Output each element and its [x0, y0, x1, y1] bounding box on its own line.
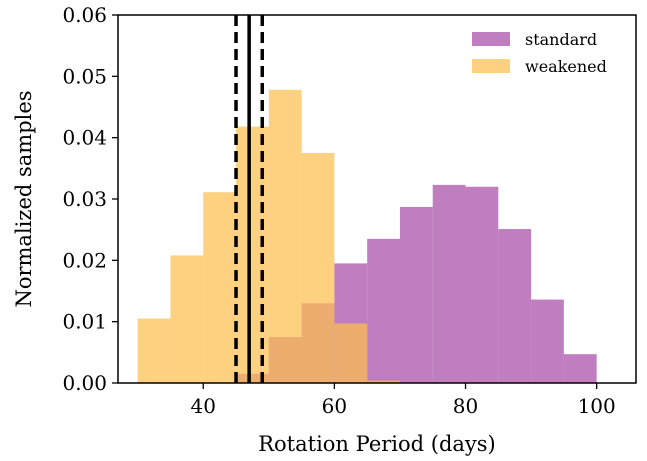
- bar-weakened-7: [367, 380, 400, 383]
- bar-weakened-2: [203, 192, 237, 383]
- legend-label-standard: standard: [525, 30, 597, 49]
- y-tick-label-0: 0.00: [62, 371, 107, 395]
- y-tick-label-4: 0.04: [62, 126, 107, 150]
- x-axis-label: Rotation Period (days): [258, 432, 496, 456]
- bar-weakened-5: [301, 153, 335, 383]
- y-axis-label: Normalized samples: [12, 90, 36, 307]
- bar-weakened-1: [170, 255, 204, 383]
- y-tick-label-6: 0.06: [62, 3, 107, 27]
- x-axis: 40 60 80 100: [191, 383, 616, 418]
- bar-weakened-4: [268, 89, 302, 384]
- x-tick-label-2: 80: [453, 394, 478, 418]
- bar-standard-8: [498, 229, 532, 383]
- legend-label-weakened: weakened: [525, 57, 607, 76]
- legend-swatch-standard: [472, 32, 510, 46]
- y-axis: 0.00 0.01 0.02 0.03 0.04 0.05 0.06: [62, 3, 118, 395]
- bar-standard-9: [531, 299, 564, 383]
- x-tick-label-1: 60: [322, 394, 347, 418]
- x-tick-label-0: 40: [191, 394, 216, 418]
- bars-layer: [137, 89, 597, 384]
- y-tick-label-2: 0.02: [62, 248, 107, 272]
- bar-weakened-6: [334, 323, 368, 383]
- bar-standard-4: [367, 238, 400, 383]
- bar-standard-7: [465, 186, 499, 383]
- bar-standard-5: [399, 206, 433, 383]
- legend: standard weakened: [472, 30, 607, 76]
- bar-standard-10: [563, 354, 597, 383]
- bar-weakened-0: [137, 318, 171, 383]
- y-tick-label-5: 0.05: [62, 64, 107, 88]
- bar-standard-6: [432, 184, 466, 383]
- y-tick-label-3: 0.03: [62, 187, 107, 211]
- reference-lines-layer: [234, 15, 265, 383]
- x-tick-label-3: 100: [578, 394, 616, 418]
- y-tick-label-1: 0.01: [62, 310, 107, 334]
- legend-swatch-weakened: [472, 59, 510, 73]
